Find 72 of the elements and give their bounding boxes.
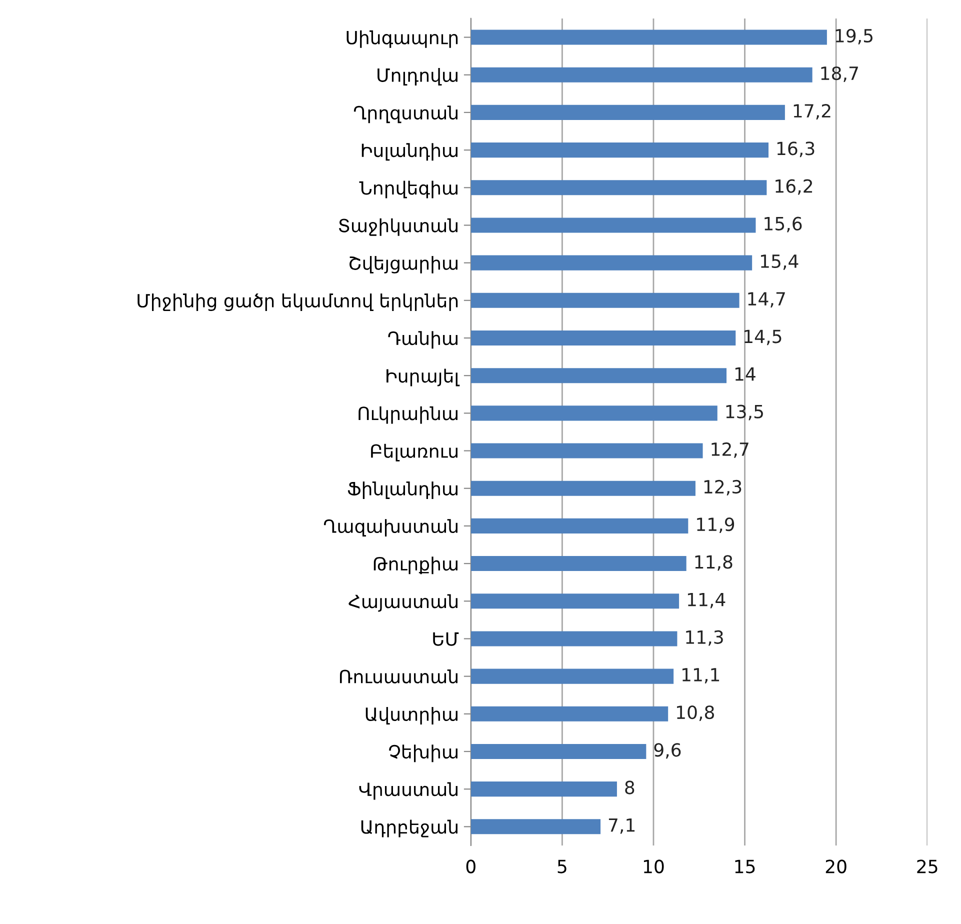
data-label: 14,5 <box>744 330 782 346</box>
y-tick-label: Շվեյցարիա <box>350 256 458 274</box>
y-tick-label: ԵՄ <box>433 632 459 646</box>
y-tick-label: Միջինից ցածր եկամտով երկրներ <box>138 294 458 312</box>
bar <box>470 406 718 421</box>
data-label: 7,1 <box>608 818 635 834</box>
bar <box>470 518 688 534</box>
data-label: 14 <box>735 367 756 381</box>
data-label: 16,2 <box>776 179 812 195</box>
data-label: 11,9 <box>697 518 734 534</box>
bar <box>470 443 703 458</box>
bar <box>470 631 678 646</box>
y-tick-label: Ադրբեջան <box>361 820 458 838</box>
data-label: 15,6 <box>764 216 802 232</box>
bar <box>470 330 736 346</box>
bar <box>470 180 767 196</box>
y-tick-label: Վրաստան <box>359 782 458 800</box>
data-label: 17,2 <box>794 104 830 120</box>
bar <box>470 744 646 760</box>
data-label: 19,5 <box>836 28 873 44</box>
data-label: 12,3 <box>704 480 742 496</box>
y-tick-label: Տաջիկստան <box>339 218 458 236</box>
y-tick-label: Ավստրիա <box>366 707 458 725</box>
y-tick-label: Ուկրաինա <box>358 406 458 424</box>
data-label: 13,5 <box>726 404 763 420</box>
data-label: 12,7 <box>712 442 748 458</box>
bar <box>470 819 601 834</box>
y-tick-label: Ղազախստան <box>324 519 458 537</box>
y-tick-label: Ֆինլանդիա <box>348 481 458 499</box>
data-label: 18,7 <box>821 66 858 82</box>
data-label: 11,4 <box>688 592 726 608</box>
x-tick-label: 15 <box>735 860 755 874</box>
bar <box>470 782 617 797</box>
bar <box>470 480 696 496</box>
data-label: 11,8 <box>695 555 732 571</box>
bar <box>470 104 785 120</box>
bar <box>470 30 827 45</box>
y-tick-label: Նորվեգիա <box>359 180 458 198</box>
y-tick-label: Թուրքիա <box>374 556 458 574</box>
y-tick-label: Ռուսաստան <box>340 669 458 684</box>
data-label: 15,4 <box>761 254 798 270</box>
y-tick-label: Իսլանդիա <box>362 143 458 161</box>
data-label: 10,8 <box>677 705 714 721</box>
x-tick-label: 25 <box>917 860 938 874</box>
data-label: 8 <box>625 780 634 794</box>
y-tick-label: Բելառուս <box>371 444 458 462</box>
bar <box>470 594 680 609</box>
data-label: 9,6 <box>654 743 681 759</box>
bar <box>470 368 727 384</box>
y-tick-label: Դանիա <box>388 331 458 349</box>
y-tick-label: Սինգապուր <box>346 30 458 48</box>
bar <box>470 556 686 572</box>
bar <box>470 706 668 722</box>
bar <box>470 142 769 158</box>
data-label: 14,7 <box>748 292 785 308</box>
x-tick-label: 10 <box>644 860 664 874</box>
data-label: 11,1 <box>682 668 720 684</box>
data-label: 16,3 <box>777 142 814 158</box>
bar <box>470 292 740 308</box>
bar <box>470 668 674 684</box>
y-tick-label: Ղրղզստան <box>354 106 458 124</box>
y-tick-label: Հայաստան <box>348 594 458 612</box>
y-tick-label: Չեխիա <box>389 744 458 762</box>
x-tick-label: 20 <box>826 860 846 874</box>
y-tick-label: Մոլդովա <box>378 68 458 86</box>
y-tick-label: Իսրայել <box>386 368 460 386</box>
bar <box>470 67 812 82</box>
data-label: 11,3 <box>686 630 723 646</box>
bar <box>470 218 756 233</box>
x-tick-label: 0 <box>466 860 476 874</box>
x-tick-label: 5 <box>558 860 566 874</box>
bar <box>470 255 752 270</box>
